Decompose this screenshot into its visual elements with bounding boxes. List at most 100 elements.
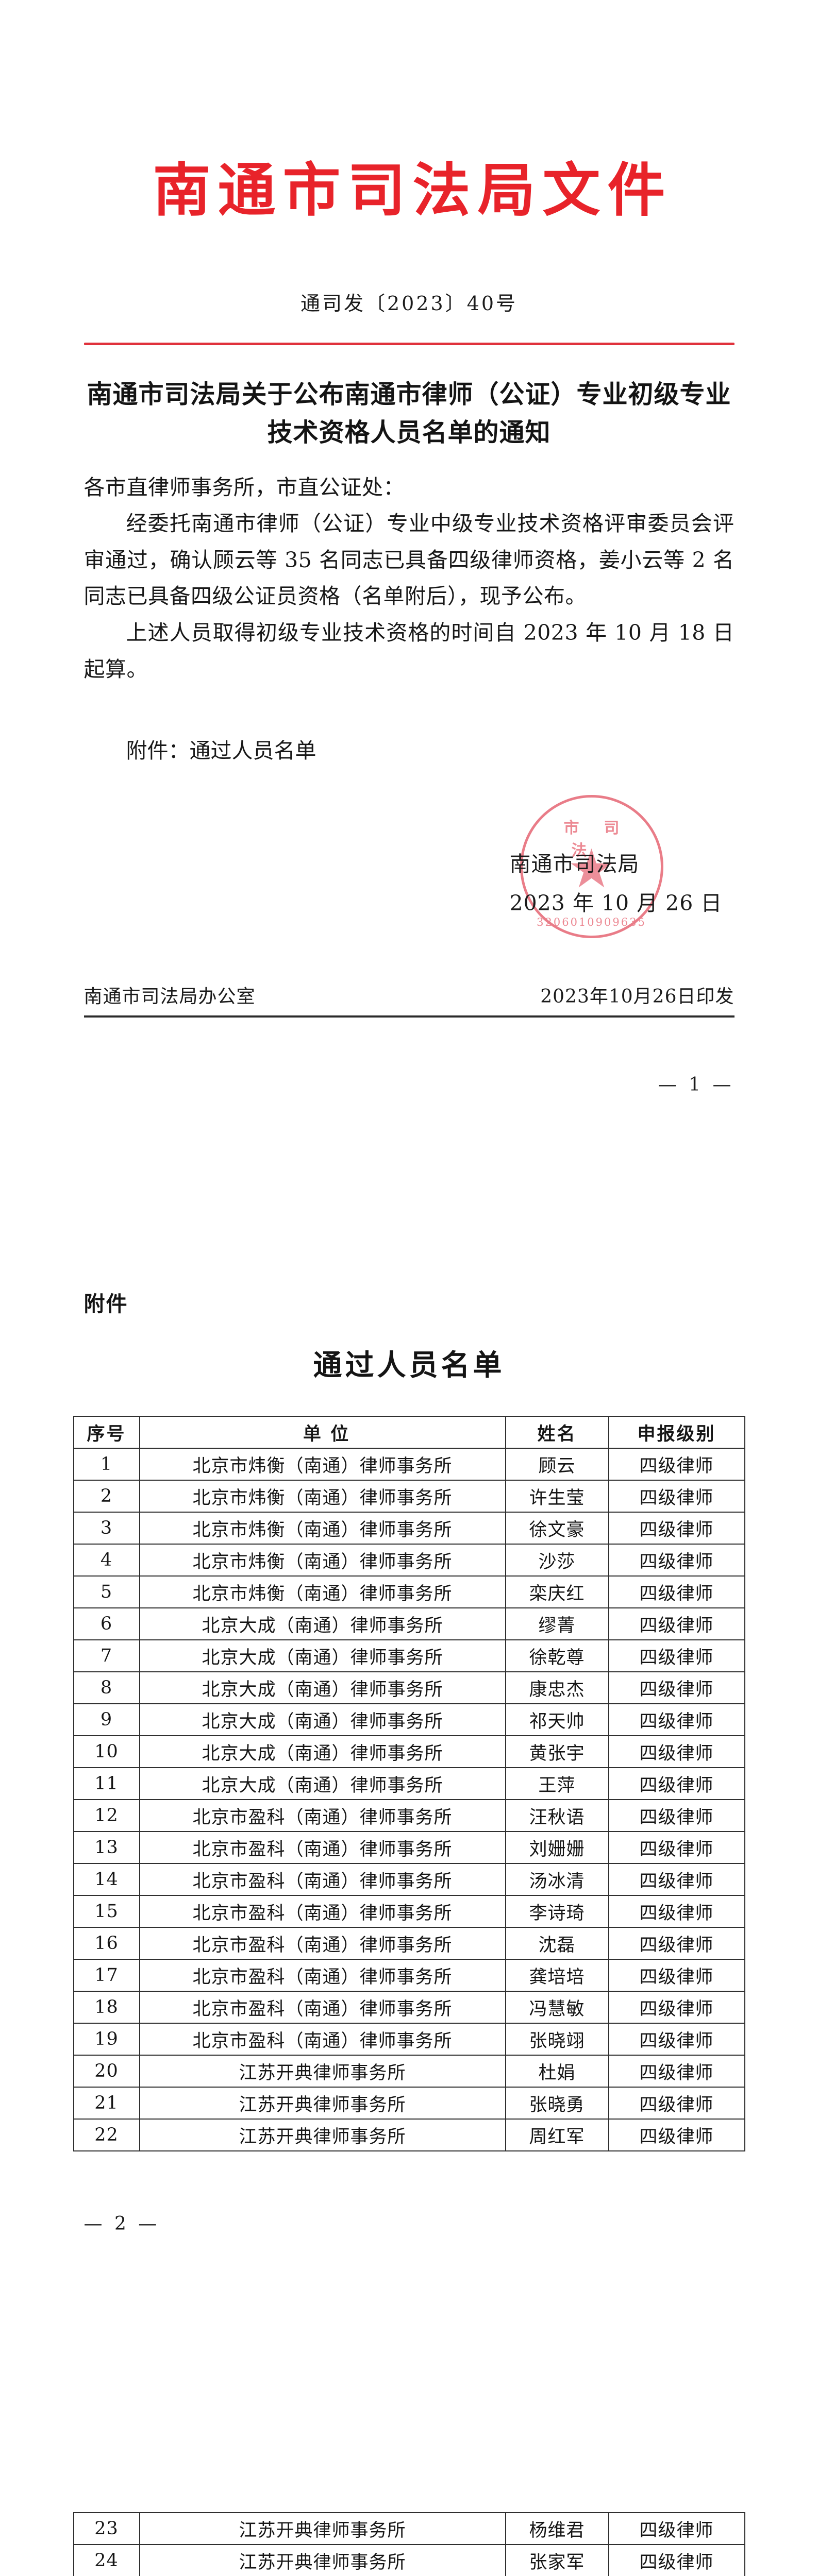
cell-level: 四级律师 (608, 1448, 745, 1481)
cell-level: 四级律师 (608, 2544, 745, 2576)
cell-organization: 北京大成（南通）律师事务所 (139, 1703, 506, 1736)
roster-body-page3: 23江苏开典律师事务所杨维君四级律师24江苏开典律师事务所张家军四级律师25江苏… (73, 2512, 745, 2576)
cell-name: 许生莹 (505, 1480, 609, 1513)
cell-name: 康忠杰 (505, 1671, 609, 1704)
letterhead: 南通市司法局文件 (0, 0, 818, 227)
roster-table-page3: 23江苏开典律师事务所杨维君四级律师24江苏开典律师事务所张家军四级律师25江苏… (73, 2512, 745, 2576)
page-number-2: — 2 — (84, 2213, 160, 2234)
cell-organization: 北京市炜衡（南通）律师事务所 (139, 1480, 506, 1513)
cell-organization: 江苏开典律师事务所 (139, 2544, 506, 2576)
cell-level: 四级律师 (608, 1767, 745, 1800)
cell-organization: 江苏开典律师事务所 (139, 2055, 506, 2088)
cell-index: 8 (73, 1671, 140, 1704)
cell-organization: 北京大成（南通）律师事务所 (139, 1735, 506, 1768)
signature-organization: 南通市司法局 (509, 851, 640, 876)
cell-level: 四级律师 (608, 2023, 745, 2056)
cell-organization: 北京大成（南通）律师事务所 (139, 1639, 506, 1672)
attachment-note: 附件：通过人员名单 (126, 738, 316, 764)
attachment-title: 通过人员名单 (313, 1348, 505, 1382)
cell-name: 黄张宇 (505, 1735, 609, 1768)
cell-name: 张家军 (505, 2544, 609, 2576)
document-number: 通司发〔2023〕40号 (300, 292, 518, 315)
footer-issue-date: 2023年10月26日印发 (540, 986, 734, 1007)
cell-organization: 北京市盈科（南通）律师事务所 (139, 2023, 506, 2056)
table-row: 11 北京大成（南通）律师事务所 王萍 四级律师 (73, 1767, 745, 1800)
page-title: 南通市司法局关于公布南通市律师（公证）专业初级专业技术资格人员名单的通知 (87, 379, 731, 448)
cell-name: 祁天帅 (505, 1703, 609, 1736)
cell-level: 四级律师 (608, 1575, 745, 1608)
table-row: 1 北京市炜衡（南通）律师事务所 顾云 四级律师 (73, 1448, 745, 1481)
cell-level: 四级律师 (608, 1863, 745, 1896)
cell-organization: 北京大成（南通）律师事务所 (139, 1607, 506, 1640)
cell-index: 5 (73, 1575, 140, 1608)
cell-index: 13 (73, 1831, 140, 1864)
cell-index: 4 (73, 1544, 140, 1577)
table-row: 6 北京大成（南通）律师事务所 缪菁 四级律师 (73, 1607, 745, 1640)
cell-level: 四级律师 (608, 1607, 745, 1640)
signature-block: 市司法 ★ 3206010909635 南通市司法局 2023 年 10 月 2… (84, 790, 734, 944)
salutation: 各市直律师事务所，市直公证处： (84, 474, 405, 500)
cell-name: 沙莎 (505, 1544, 609, 1577)
table-row: 23 江苏开典律师事务所 杨维君 四级律师 (73, 2512, 745, 2545)
table-row: 12 北京市盈科（南通）律师事务所 汪秋语 四级律师 (73, 1799, 745, 1832)
cell-name: 王萍 (505, 1767, 609, 1800)
letterhead-title: 南通市司法局文件 (153, 157, 673, 224)
document-page-3: 23江苏开典律师事务所杨维君四级律师24江苏开典律师事务所张家军四级律师25江苏… (0, 2311, 818, 2576)
cell-name: 栾庆红 (505, 1575, 609, 1608)
table-row: 18 北京市盈科（南通）律师事务所 冯慧敏 四级律师 (73, 1991, 745, 2024)
cell-name: 沈磊 (505, 1927, 609, 1960)
cell-level: 四级律师 (608, 1895, 745, 1928)
cell-level: 四级律师 (608, 1799, 745, 1832)
cell-name: 杨维君 (505, 2512, 609, 2545)
page-number-1: — 1 — (658, 1074, 734, 1095)
roster-table-page2: 序号 单 位 姓名 申报级别 1 北京市炜衡（南通）律师事务所 顾云 四级律师 2 北京市… (73, 1416, 745, 2151)
page3-top-spacer (0, 2311, 818, 2512)
signature-date: 2023 年 10 月 26 日 (509, 890, 723, 916)
document-page-2: 附件 通过人员名单 序号 单 位 姓名 申报级别 1 北京市炜衡（南通）律师事务所… (0, 1156, 818, 2311)
col-header-index: 序号 (73, 1416, 140, 1449)
cell-organization: 北京市炜衡（南通）律师事务所 (139, 1575, 506, 1608)
cell-name: 刘姗姗 (505, 1831, 609, 1864)
footer-office: 南通市司法局办公室 (84, 986, 256, 1007)
table-row: 20 江苏开典律师事务所 杜娟 四级律师 (73, 2055, 745, 2088)
cell-index: 16 (73, 1927, 140, 1960)
table-row: 5 北京市炜衡（南通）律师事务所 栾庆红 四级律师 (73, 1575, 745, 1608)
cell-organization: 北京市盈科（南通）律师事务所 (139, 1863, 506, 1896)
cell-index: 18 (73, 1991, 140, 2024)
cell-name: 徐乾尊 (505, 1639, 609, 1672)
cell-level: 四级律师 (608, 1639, 745, 1672)
cell-organization: 江苏开典律师事务所 (139, 2119, 506, 2151)
table-row: 3 北京市炜衡（南通）律师事务所 徐文豪 四级律师 (73, 1512, 745, 1545)
cell-organization: 北京市盈科（南通）律师事务所 (139, 1831, 506, 1864)
cell-level: 四级律师 (608, 1927, 745, 1960)
official-seal-icon: 市司法 ★ 3206010909635 (520, 794, 663, 938)
cell-name: 杜娟 (505, 2055, 609, 2088)
table-row: 8 北京大成（南通）律师事务所 康忠杰 四级律师 (73, 1671, 745, 1704)
cell-index: 17 (73, 1959, 140, 1992)
table-row: 24 江苏开典律师事务所 张家军 四级律师 (73, 2544, 745, 2576)
cell-index: 24 (73, 2544, 140, 2576)
cell-level: 四级律师 (608, 2512, 745, 2545)
cell-level: 四级律师 (608, 1480, 745, 1513)
table-row: 7 北京大成（南通）律师事务所 徐乾尊 四级律师 (73, 1639, 745, 1672)
cell-index: 23 (73, 2512, 140, 2545)
cell-level: 四级律师 (608, 1831, 745, 1864)
cell-organization: 江苏开典律师事务所 (139, 2512, 506, 2545)
seal-serial-number: 3206010909635 (537, 916, 646, 928)
cell-index: 22 (73, 2119, 140, 2151)
cell-organization: 江苏开典律师事务所 (139, 2087, 506, 2120)
table-header-row: 序号 单 位 姓名 申报级别 (73, 1416, 745, 1449)
cell-organization: 北京市盈科（南通）律师事务所 (139, 1799, 506, 1832)
cell-organization: 北京市盈科（南通）律师事务所 (139, 1991, 506, 2024)
cell-index: 9 (73, 1703, 140, 1736)
red-divider-rule (84, 343, 734, 345)
table-row: 14 北京市盈科（南通）律师事务所 汤冰清 四级律师 (73, 1863, 745, 1896)
table-row: 10 北京大成（南通）律师事务所 黄张宇 四级律师 (73, 1735, 745, 1768)
cell-organization: 北京市盈科（南通）律师事务所 (139, 1959, 506, 1992)
cell-organization: 北京大成（南通）律师事务所 (139, 1767, 506, 1800)
cell-name: 汪秋语 (505, 1799, 609, 1832)
cell-index: 11 (73, 1767, 140, 1800)
body-paragraph-1: 经委托南通市律师（公证）专业中级专业技术资格评审委员会评审通过，确认顾云等 35… (84, 511, 734, 609)
body-paragraph-2: 上述人员取得初级专业技术资格的时间自 2023 年 10 月 18 日起算。 (84, 620, 734, 682)
col-header-name: 姓名 (505, 1416, 609, 1449)
